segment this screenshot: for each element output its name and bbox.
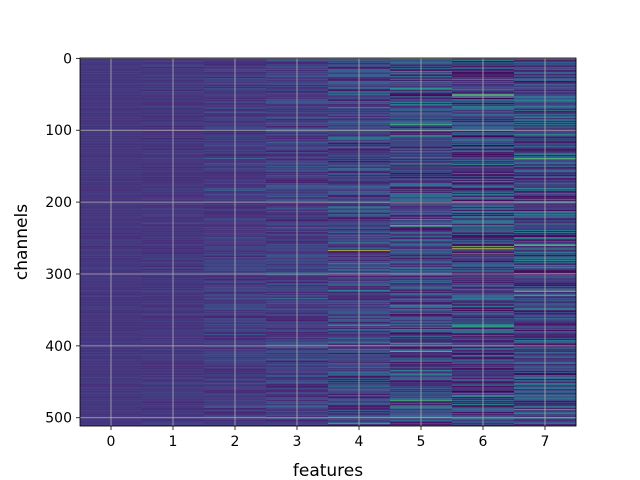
grid-lines bbox=[80, 57, 576, 426]
x-tick-label: 7 bbox=[541, 434, 550, 450]
y-tick-label: 300 bbox=[45, 267, 72, 283]
y-tick-label: 400 bbox=[45, 339, 72, 355]
y-tick-label: 500 bbox=[45, 411, 72, 427]
x-axis-label: features bbox=[293, 461, 363, 480]
x-tick-label: 3 bbox=[293, 434, 302, 450]
y-tick-label: 200 bbox=[45, 195, 72, 211]
x-tick-label: 4 bbox=[355, 434, 364, 450]
y-axis-label: channels bbox=[12, 204, 32, 280]
plot-frame bbox=[79, 57, 577, 427]
x-tick-label: 1 bbox=[169, 434, 178, 450]
x-tick-label: 5 bbox=[417, 434, 426, 450]
y-tick-label: 0 bbox=[63, 51, 72, 67]
x-tick-label: 6 bbox=[479, 434, 488, 450]
x-tick-label: 0 bbox=[107, 434, 116, 450]
y-tick-label: 100 bbox=[45, 123, 72, 139]
heatmap-plot-area bbox=[80, 58, 577, 427]
y-axis-ticks: 0 100 200 300 400 500 bbox=[45, 51, 80, 427]
x-axis-ticks: 0 1 2 3 4 5 6 7 bbox=[107, 426, 550, 450]
x-tick-label: 2 bbox=[231, 434, 240, 450]
